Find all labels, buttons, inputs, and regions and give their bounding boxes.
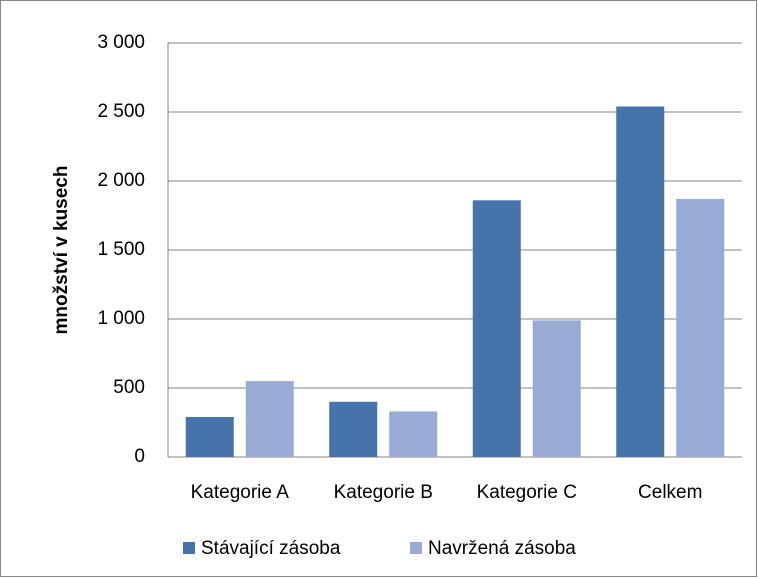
- y-tick-label: 1 500: [97, 239, 145, 260]
- bar: [616, 106, 665, 457]
- y-tick-label: 2 000: [97, 170, 145, 191]
- x-tick-label: Kategorie B: [334, 482, 433, 503]
- legend-label: Stávající zásoba: [201, 538, 341, 559]
- bar: [245, 381, 294, 457]
- y-tick-label: 500: [113, 377, 145, 398]
- bar: [532, 320, 581, 457]
- x-tick-label: Celkem: [638, 482, 702, 503]
- y-tick-label: 0: [134, 446, 145, 467]
- bar: [185, 416, 234, 457]
- legend-swatch: [410, 542, 422, 554]
- y-axis-title: množství v kusech: [51, 166, 72, 335]
- x-tick-label: Kategorie C: [477, 482, 577, 503]
- y-tick-label: 2 500: [97, 101, 145, 122]
- bar: [329, 401, 378, 457]
- bar: [389, 411, 438, 457]
- legend-swatch: [183, 542, 195, 554]
- bar: [676, 198, 725, 457]
- legend-label: Navržená zásoba: [428, 538, 576, 559]
- x-tick-label: Kategorie A: [191, 482, 290, 503]
- bar: [472, 200, 521, 457]
- y-tick-label: 1 000: [97, 308, 145, 329]
- y-tick-label: 3 000: [97, 32, 145, 53]
